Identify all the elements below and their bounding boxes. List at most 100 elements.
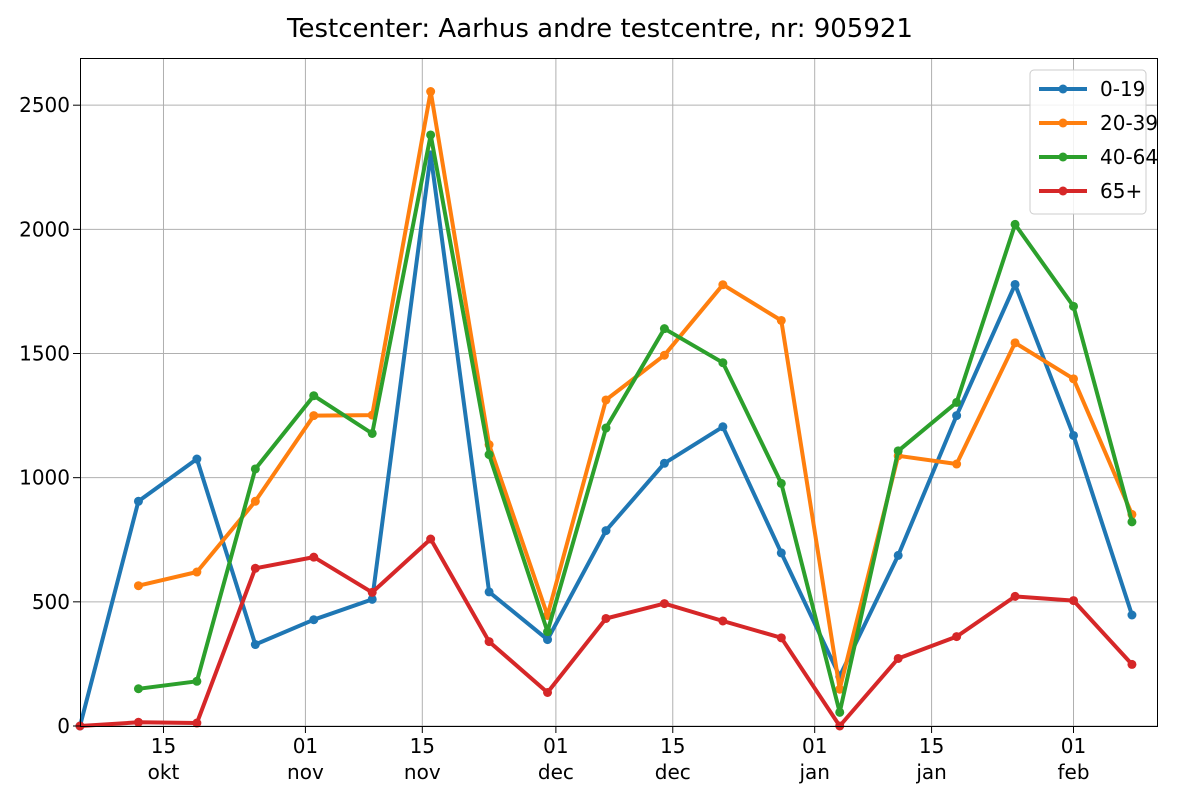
data-point [426, 130, 436, 140]
data-point [1069, 430, 1079, 440]
data-point [1069, 301, 1079, 311]
x-tick-day: 15 [919, 734, 944, 758]
series-group [75, 87, 1137, 731]
data-point [250, 640, 260, 650]
data-point [309, 391, 319, 401]
x-tick-month: dec [655, 760, 691, 784]
legend-label: 0-19 [1100, 77, 1145, 101]
legend-label: 40-64 [1100, 145, 1158, 169]
y-tick-label: 500 [32, 590, 70, 614]
data-point [718, 358, 728, 368]
data-point [367, 428, 377, 438]
x-tick-month: feb [1057, 760, 1089, 784]
data-point [1010, 338, 1020, 348]
series-0-19 [75, 150, 1137, 731]
data-point [718, 280, 728, 290]
x-tick-day: 15 [410, 734, 435, 758]
data-point [893, 550, 903, 560]
x-tick-day: 01 [1061, 734, 1086, 758]
data-point [893, 653, 903, 663]
data-point [543, 635, 553, 645]
x-tick-month: dec [538, 760, 574, 784]
data-point [952, 411, 962, 421]
x-tick-month: jan [915, 760, 947, 784]
data-point [192, 718, 202, 728]
x-tick-day: 01 [802, 734, 827, 758]
data-point [1010, 279, 1020, 289]
data-point [659, 599, 669, 609]
chart-title: Testcenter: Aarhus andre testcentre, nr:… [286, 14, 913, 44]
data-point [192, 676, 202, 686]
x-tick-day: 15 [660, 734, 685, 758]
x-tick-day: 01 [543, 734, 568, 758]
y-tick-label: 0 [57, 714, 70, 738]
data-point [250, 496, 260, 506]
data-point [718, 422, 728, 432]
data-point [426, 534, 436, 544]
data-point [776, 478, 786, 488]
data-point [484, 637, 494, 647]
data-point [659, 458, 669, 468]
data-point [309, 411, 319, 421]
data-point [367, 594, 377, 604]
data-point [426, 87, 436, 97]
y-tick-label: 1000 [19, 466, 70, 490]
grid [80, 58, 1157, 727]
series-20-39 [133, 87, 1137, 694]
data-point [309, 615, 319, 625]
data-point [659, 350, 669, 360]
data-point [133, 581, 143, 591]
legend-swatch-marker [1058, 118, 1068, 128]
data-point [133, 496, 143, 506]
legend-label: 65+ [1100, 179, 1142, 203]
data-point [601, 526, 611, 536]
series-line [136, 133, 1134, 715]
data-point [718, 616, 728, 626]
data-point [133, 684, 143, 694]
data-point [1010, 219, 1020, 229]
y-tick-label: 2500 [19, 93, 70, 117]
x-tick-day: 01 [293, 734, 318, 758]
series-40-64 [133, 130, 1137, 717]
data-point [659, 324, 669, 334]
data-point [192, 454, 202, 464]
legend-swatch-marker [1058, 186, 1068, 196]
data-point [835, 707, 845, 717]
data-point [250, 563, 260, 573]
data-point [250, 464, 260, 474]
data-point [543, 687, 553, 697]
data-point [1069, 596, 1079, 606]
data-point [484, 587, 494, 597]
data-point [776, 315, 786, 325]
data-point [543, 627, 553, 637]
series-65+ [75, 534, 1137, 731]
series-line [78, 537, 1134, 728]
data-point [484, 450, 494, 460]
y-tick-label: 2000 [19, 217, 70, 241]
x-tick-month: nov [404, 760, 441, 784]
data-point [776, 548, 786, 558]
y-tick-label: 1500 [19, 342, 70, 366]
data-point [952, 459, 962, 469]
data-point [601, 423, 611, 433]
data-point [893, 446, 903, 456]
series-line [78, 152, 1134, 728]
data-point [133, 717, 143, 727]
x-tick-month: okt [148, 760, 180, 784]
x-tick-day: 15 [151, 734, 176, 758]
legend: 0-19 20-39 40-64 65+ [1029, 69, 1158, 215]
plot-frame [80, 58, 1158, 727]
data-point [835, 684, 845, 694]
axis-ticks: 0500100015002000250015okt01nov15nov01dec… [19, 93, 1089, 784]
data-point [367, 587, 377, 597]
data-point [309, 552, 319, 562]
data-point [952, 397, 962, 407]
data-point [1010, 591, 1020, 601]
legend-swatch-marker [1058, 84, 1068, 94]
data-point [192, 567, 202, 577]
data-point [1127, 659, 1137, 669]
legend-label: 20-39 [1100, 111, 1158, 135]
data-point [1069, 374, 1079, 384]
data-point [1127, 610, 1137, 620]
